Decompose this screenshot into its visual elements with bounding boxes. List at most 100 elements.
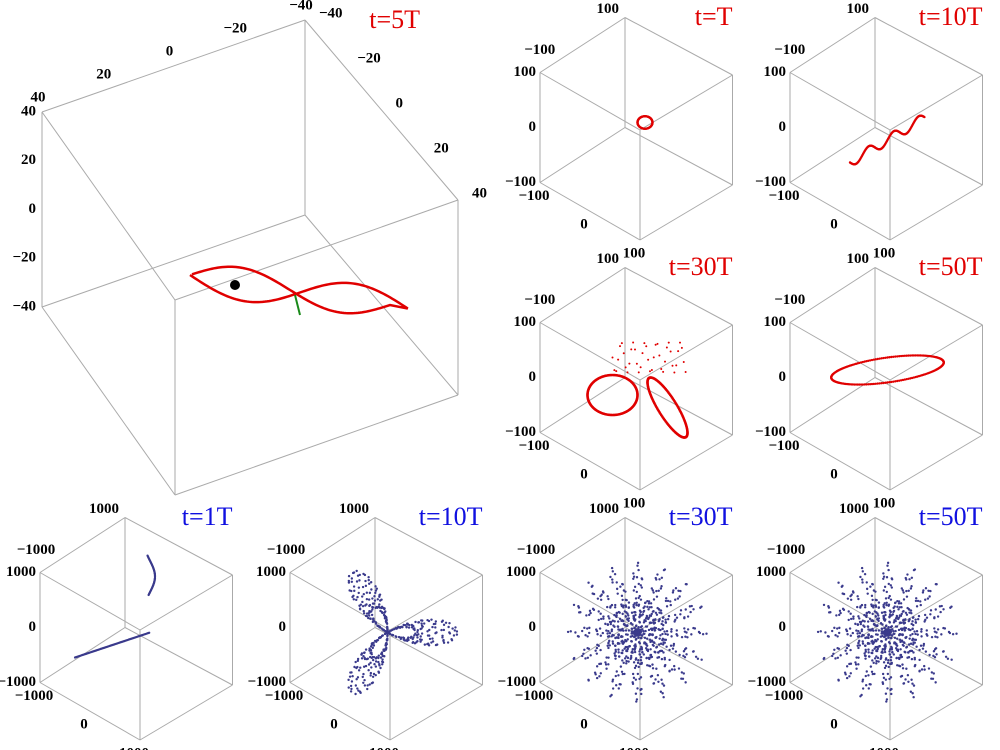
trajectory-point	[905, 613, 909, 616]
trajectory-point	[427, 642, 430, 645]
tick-label: 0	[830, 467, 838, 483]
trajectory-point	[607, 597, 610, 601]
trajectory-point	[921, 591, 925, 594]
trajectory-point	[890, 355, 893, 359]
trajectory-point	[636, 564, 639, 567]
trajectory-point	[655, 667, 658, 670]
trajectory-point	[890, 628, 893, 632]
trajectory-point	[638, 650, 641, 653]
trajectory-point	[659, 642, 663, 645]
trajectory-point	[859, 575, 862, 579]
trajectory-point	[355, 678, 358, 681]
trajectory-point	[872, 606, 875, 609]
trajectory-point	[602, 617, 605, 620]
trajectory-point	[894, 355, 897, 358]
tick-label: 1000	[256, 564, 286, 580]
box-edge	[539, 377, 626, 433]
trajectory-point	[923, 620, 926, 623]
trajectory-point	[889, 610, 892, 614]
trajectory-point	[656, 674, 660, 677]
trajectory-point	[899, 621, 903, 625]
trajectory-point	[849, 648, 852, 652]
trajectory-point	[883, 644, 886, 647]
trajectory-point	[674, 650, 678, 653]
trajectory-point	[453, 629, 456, 632]
trajectory-point	[404, 623, 407, 627]
trajectory-point	[930, 671, 934, 674]
trajectory-point	[858, 383, 861, 386]
trajectory-point	[583, 648, 586, 651]
trajectory-point	[353, 665, 356, 669]
trajectory-point	[685, 583, 688, 586]
trajectory-point	[627, 645, 630, 648]
trajectory-point	[642, 621, 646, 624]
trajectory-point	[423, 622, 426, 625]
trajectory-point	[659, 587, 663, 590]
trajectory-point	[899, 653, 902, 657]
trajectory-point	[841, 607, 845, 611]
panel-label: t=50T	[919, 252, 983, 281]
trajectory-point	[617, 674, 620, 677]
trajectory-point	[358, 573, 361, 577]
trajectory-point	[671, 647, 675, 650]
box-edge	[874, 267, 983, 326]
trajectory-point	[842, 592, 846, 596]
trajectory-point	[910, 657, 914, 661]
panel-label: t=T	[695, 2, 733, 31]
trajectory-point	[920, 630, 923, 633]
trajectory-point	[903, 378, 907, 381]
trajectory-point	[596, 633, 599, 636]
trajectory-point	[347, 686, 350, 689]
trajectory-point	[897, 602, 901, 605]
trajectory-point	[926, 597, 930, 600]
trajectory-point	[371, 646, 374, 650]
trajectory-point	[639, 656, 643, 659]
trajectory-point	[907, 619, 910, 623]
trajectory-point	[378, 603, 381, 606]
trajectory-point	[668, 658, 671, 662]
trajectory-point	[347, 574, 351, 578]
trajectory-point	[865, 614, 868, 617]
trajectory-point	[944, 655, 948, 658]
trajectory-point	[605, 656, 608, 659]
trajectory-point	[847, 618, 850, 622]
box-edge	[41, 306, 176, 496]
box-edge	[389, 684, 483, 741]
trajectory-point	[868, 617, 872, 621]
tick-label: −1000	[247, 674, 286, 690]
trajectory-point	[700, 658, 703, 661]
trajectory-point	[362, 651, 366, 655]
trajectory-point	[867, 359, 870, 363]
trajectory-point	[419, 635, 422, 638]
trajectory-point	[697, 630, 701, 634]
trajectory-point	[893, 605, 896, 608]
trajectory-point	[368, 614, 371, 617]
trajectory-point	[610, 566, 614, 570]
trajectory-point	[599, 672, 602, 675]
trajectory-point	[881, 648, 884, 651]
trajectory-point	[911, 620, 914, 623]
trajectory-point	[889, 614, 892, 618]
trajectory-point	[932, 672, 935, 675]
trajectory-point	[634, 664, 638, 668]
trajectory-point	[885, 698, 889, 701]
box-edge	[624, 517, 733, 576]
trajectory-point	[638, 628, 641, 631]
trajectory-point	[665, 597, 668, 600]
tick-label: 40	[31, 89, 46, 105]
trajectory-point	[867, 628, 870, 631]
trajectory-point	[824, 631, 827, 634]
trajectory-point	[642, 609, 646, 613]
tick-label: 100	[597, 1, 620, 17]
trajectory-point	[897, 600, 901, 603]
trajectory-point	[905, 667, 908, 670]
trajectory-point	[905, 354, 908, 357]
trajectory-point	[683, 616, 686, 620]
trajectory-point	[641, 613, 645, 616]
trajectory-point	[923, 668, 926, 671]
trajectory-point	[640, 628, 643, 632]
trajectory-point	[856, 632, 859, 635]
tick-label: 40	[472, 185, 487, 201]
trajectory-point	[898, 657, 901, 661]
trajectory-point	[882, 575, 886, 578]
